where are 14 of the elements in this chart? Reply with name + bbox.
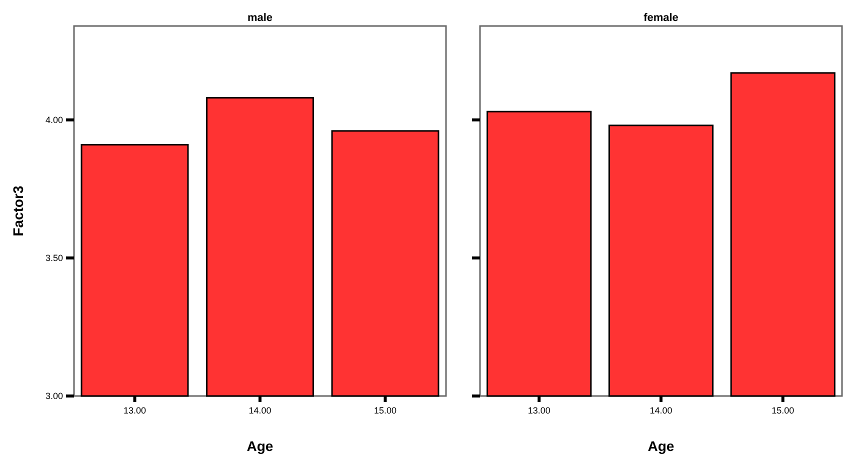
x-axis-title: Age	[648, 438, 674, 454]
y-tick-label: 4.00	[45, 114, 63, 125]
x-tick-label: 13.00	[528, 405, 550, 416]
y-axis-title: Factor3	[10, 186, 26, 236]
x-tick-label: 13.00	[123, 405, 146, 416]
x-tick-label: 14.00	[248, 405, 272, 416]
x-axis-title: Age	[246, 438, 274, 454]
x-tick-label: 14.00	[650, 405, 672, 416]
y-tick-label: 3.50	[45, 252, 63, 263]
chart-title: female	[644, 12, 678, 24]
x-tick-label: 15.00	[772, 405, 794, 416]
x-tick-label: 15.00	[374, 405, 397, 416]
y-tick-label: 3.00	[45, 390, 63, 401]
chart-title: male	[247, 12, 273, 24]
